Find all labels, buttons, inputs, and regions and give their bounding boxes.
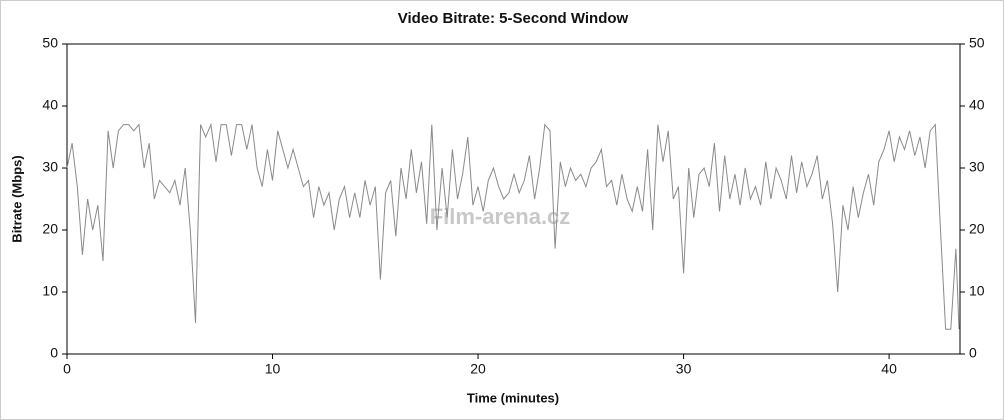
- y2-tick-label: 0: [969, 345, 977, 361]
- x-tick-label: 10: [265, 361, 281, 377]
- x-tick-label: 40: [881, 361, 897, 377]
- y2-tick-label: 20: [969, 221, 985, 237]
- x-tick-label: 20: [470, 361, 486, 377]
- y-axis-label: Bitrate (Mbps): [9, 155, 24, 242]
- x-axis-label: Time (minutes): [467, 390, 559, 405]
- y-tick-label: 0: [50, 345, 58, 361]
- x-tick-label: 0: [63, 361, 71, 377]
- data-line: [66, 122, 960, 330]
- y2-tick-label: 30: [969, 159, 985, 175]
- watermark: Film-arena.cz: [430, 204, 571, 229]
- y-tick-label: 30: [42, 159, 58, 175]
- y2-tick-label: 50: [969, 35, 985, 51]
- y-tick-label: 50: [42, 35, 58, 51]
- y-tick-label: 20: [42, 221, 58, 237]
- plot-area: [66, 43, 961, 355]
- y2-tick-label: 10: [969, 283, 985, 299]
- y-tick-label: 10: [42, 283, 58, 299]
- y2-tick-label: 40: [969, 97, 985, 113]
- x-tick-label: 30: [676, 361, 692, 377]
- y-tick-label: 40: [42, 97, 58, 113]
- chart-title: Video Bitrate: 5-Second Window: [398, 10, 629, 27]
